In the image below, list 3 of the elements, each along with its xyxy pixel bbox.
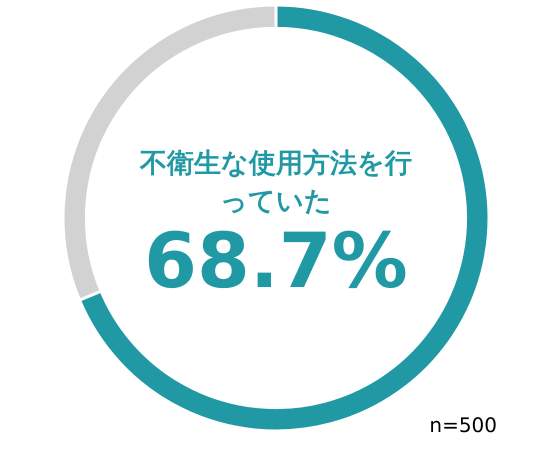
data-label: 68.7%	[144, 216, 408, 305]
slice-label: 不衛生な使用方法を行っていた	[139, 148, 412, 217]
text: n=500	[429, 413, 497, 437]
